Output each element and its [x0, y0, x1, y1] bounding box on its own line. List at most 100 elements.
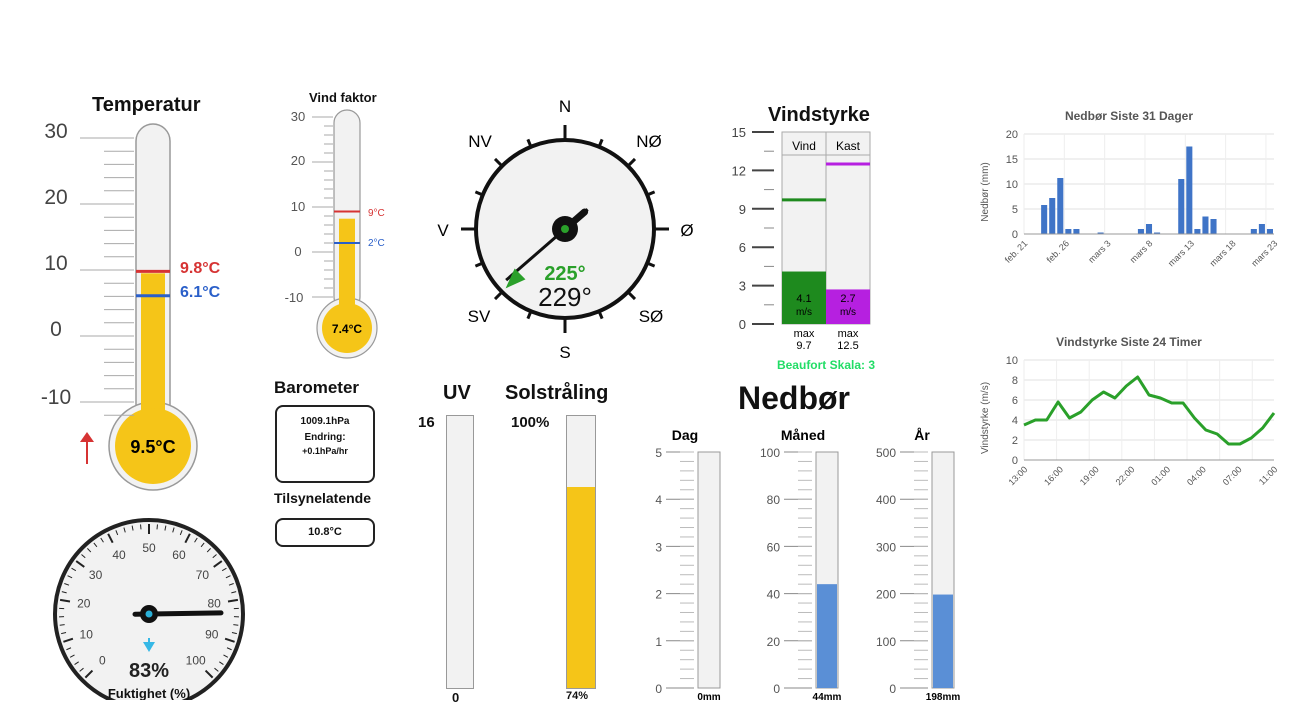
chart-bar	[1065, 229, 1071, 234]
temp-tick-20: 20	[44, 186, 67, 209]
chart-x-tick-label: mars 3	[1086, 238, 1113, 265]
uv-bar	[446, 415, 474, 689]
chart-x-tick-label: feb. 26	[1045, 238, 1072, 265]
chart-rain-ylabel: Nedbør (mm)	[980, 162, 991, 221]
chart-x-tick-label: 07:00	[1221, 464, 1244, 487]
chart-x-tick-label: 22:00	[1114, 464, 1137, 487]
uv-title: UV	[443, 382, 471, 405]
rain-month-bottom-label: 44mm	[813, 692, 842, 700]
wc-tick-10: 10	[291, 199, 305, 214]
rain-month-tick-label: 100	[760, 446, 780, 460]
temperature-scale	[80, 138, 134, 415]
barometer-box: 1009.1hPa Endring: +0.1hPa/hr	[275, 405, 375, 483]
gust-unit-label: m/s	[840, 307, 856, 318]
uv-top-label: 16	[418, 414, 435, 431]
chart-bar	[1049, 198, 1055, 234]
wind-24-hours-chart: Vindstyrke Siste 24 Timer Vindstyrke (m/…	[972, 330, 1287, 520]
compass-sw: SV	[468, 307, 491, 326]
humidity-title: Fuktighet (%)	[108, 686, 190, 700]
humidity-scale-tick	[233, 625, 238, 626]
gust-col-label: Kast	[836, 139, 861, 153]
barometer-change-label: Endring:	[277, 432, 373, 443]
gust-value-label: 2.7	[840, 293, 855, 305]
temp-tick-minus10: -10	[41, 386, 71, 409]
humidity-tick-label: 10	[80, 627, 94, 641]
windchill-thermometer: 30 20 10 0 -10 9°C 2°C 7.4°C	[278, 106, 408, 364]
windchill-fill	[339, 219, 355, 316]
apparent-value: 10.8°C	[275, 518, 375, 547]
windspeed-tick-label: 12	[732, 163, 746, 178]
windspeed-tick-label: 0	[739, 317, 746, 332]
chart-x-tick-label: feb. 21	[1003, 238, 1030, 265]
humidity-tick-label: 100	[186, 654, 206, 668]
barometer-title: Barometer	[274, 378, 359, 398]
rain-day-tick-label: 1	[655, 635, 662, 649]
chart-y-tick-label: 0	[1012, 229, 1018, 241]
compass-se: SØ	[639, 307, 664, 326]
chart-y-tick-label: 10	[1006, 355, 1018, 367]
compass-tick	[599, 139, 602, 146]
rain-month-tick-label: 80	[767, 493, 781, 507]
chart-x-tick-label: mars 18	[1208, 238, 1238, 268]
compass-tick	[647, 192, 654, 195]
chart-y-tick-label: 0	[1012, 455, 1018, 467]
chart-x-tick-label: 19:00	[1078, 464, 1101, 487]
chart-x-tick-label: 16:00	[1042, 464, 1065, 487]
rain-day-tick-label: 0	[655, 682, 662, 696]
rain-year-tick-label: 100	[876, 635, 896, 649]
temperature-current: 9.5°C	[130, 437, 175, 457]
rain-month-tick-label: 20	[767, 635, 781, 649]
chart-bar	[1194, 229, 1200, 234]
rain-year-title: År	[914, 427, 930, 443]
windchill-scale	[312, 117, 333, 297]
compass-tick	[475, 192, 482, 195]
chart-x-tick-label: mars 8	[1128, 238, 1155, 265]
chart-bar	[1202, 217, 1208, 235]
humidity-tick-label: 40	[112, 548, 126, 562]
humidity-tick-label: 0	[99, 654, 106, 668]
compass-tick	[528, 311, 531, 318]
compass-tick	[628, 292, 635, 299]
chart-x-tick-label: 04:00	[1185, 464, 1208, 487]
gust-max-value: 12.5	[837, 340, 858, 352]
chart-bar	[1178, 179, 1184, 234]
temp-tick-10: 10	[44, 252, 67, 275]
humidity-scale-tick	[60, 625, 65, 626]
barometer-change: +0.1hPa/hr	[277, 446, 373, 456]
rain-month-tick-label: 0	[773, 682, 780, 696]
wc-tick-0: 0	[294, 244, 301, 259]
temperature-thermometer: 30 20 10 0 -10 9.8°C 6.1°C 9.5°C	[40, 118, 260, 498]
chart-x-tick-label: 01:00	[1149, 464, 1172, 487]
wind-value-label: 4.1	[796, 293, 811, 305]
windchill-current: 7.4°C	[332, 322, 362, 336]
windspeed-tick-label: 6	[739, 240, 746, 255]
compass-ne: NØ	[636, 132, 662, 151]
rain-year-tick-label: 400	[876, 493, 896, 507]
compass-s: S	[559, 343, 570, 362]
chart-y-tick-label: 5	[1012, 204, 1018, 216]
chart-y-tick-label: 2	[1012, 435, 1018, 447]
uv-bottom-label: 0	[452, 690, 459, 705]
chart-y-tick-label: 10	[1006, 179, 1018, 191]
rain-month-tick-label: 60	[767, 540, 781, 554]
compass-n: N	[559, 97, 571, 116]
compass-tick	[528, 139, 531, 146]
solar-fill	[567, 487, 595, 688]
chart-bar	[1186, 147, 1192, 235]
windchill-title: Vind faktor	[309, 90, 377, 105]
humidity-tick-label: 30	[89, 568, 103, 582]
rain-day-tick-label: 3	[655, 540, 662, 554]
apparent-title: Tilsynelatende	[274, 490, 371, 506]
chart-y-tick-label: 15	[1006, 154, 1018, 166]
rain-31-days-chart: Nedbør Siste 31 Dager Nedbør (mm) 051015…	[972, 104, 1287, 294]
chart-bar	[1146, 224, 1152, 234]
trend-up-arrow-icon	[80, 432, 94, 464]
windchill-min-label: 2°C	[368, 238, 385, 249]
rain-day-bottom-label: 0mm	[697, 692, 720, 700]
solar-top-label: 100%	[511, 414, 549, 431]
compass-nw: NV	[468, 132, 492, 151]
chart-x-tick-label: mars 13	[1166, 238, 1196, 268]
